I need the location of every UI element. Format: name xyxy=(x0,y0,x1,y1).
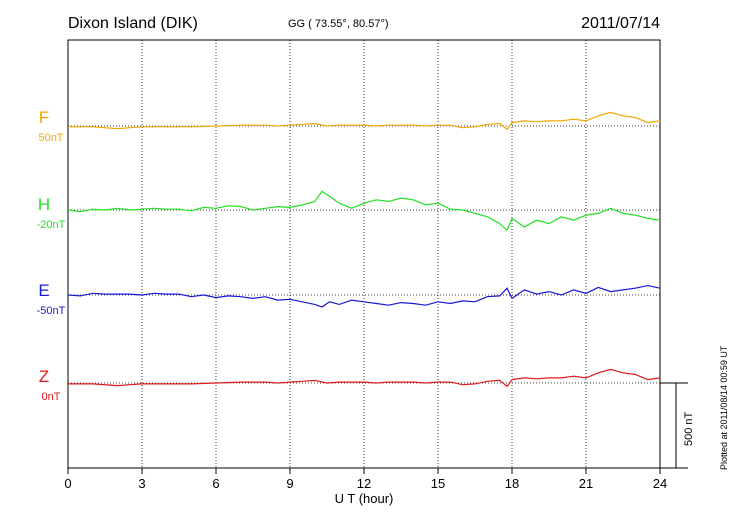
x-tick-label: 15 xyxy=(431,476,445,491)
x-tick-label: 0 xyxy=(64,476,71,491)
scale-bar: 500 nT xyxy=(660,382,695,469)
x-tick-label: 21 xyxy=(579,476,593,491)
date-label: 2011/07/14 xyxy=(581,15,660,32)
x-tick-label: 6 xyxy=(212,476,219,491)
coordinates-label: GG ( 73.55°, 80.57°) xyxy=(288,18,389,30)
series-name-z: Z xyxy=(39,367,49,386)
series-baseline-z: 0nT xyxy=(42,391,61,403)
scale-bar-label: 500 nT xyxy=(683,411,695,446)
series-baseline-h: -20nT xyxy=(37,219,66,231)
series-traces xyxy=(67,111,661,388)
series-line-z xyxy=(68,368,661,388)
plotted-timestamp: Plotted at 2011/08/14 00:59 UT xyxy=(719,345,729,470)
grid-lines xyxy=(68,40,660,468)
series-name-e: E xyxy=(38,281,49,300)
series-name-f: F xyxy=(39,108,49,127)
series-baseline-f: 50nT xyxy=(38,132,63,144)
series-line-f xyxy=(68,111,661,131)
x-tick-label: 3 xyxy=(138,476,145,491)
x-tick-label: 9 xyxy=(286,476,293,491)
x-axis-label: U T (hour) xyxy=(335,491,394,506)
x-tick-label: 12 xyxy=(357,476,371,491)
x-tick-label: 24 xyxy=(653,476,667,491)
series-labels: F 50nT H -20nT E -50nT Z 0nT xyxy=(37,108,66,403)
series-line-e xyxy=(67,284,661,308)
series-line-h xyxy=(67,190,661,232)
series-baseline-e: -50nT xyxy=(37,305,66,317)
station-title: Dixon Island (DIK) xyxy=(68,15,198,32)
x-tick-label: 18 xyxy=(505,476,519,491)
series-name-h: H xyxy=(38,195,50,214)
x-axis-ticks: 0 3 6 9 12 15 18 21 24 xyxy=(64,468,667,491)
